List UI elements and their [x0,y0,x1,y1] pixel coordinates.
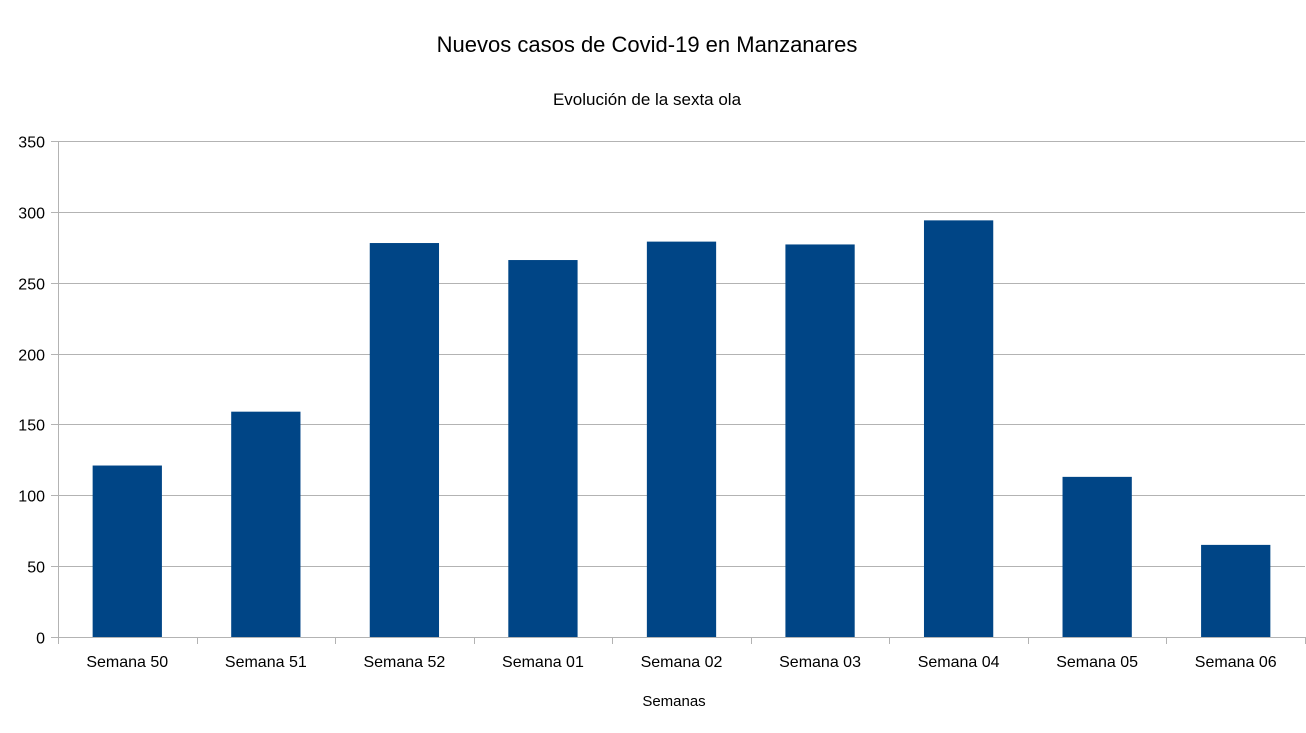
y-tick-label: 0 [36,631,45,648]
bar [646,241,717,638]
bars [92,220,1271,638]
y-tick-label: 100 [18,489,45,506]
bar [92,465,162,637]
x-tick-label: Semana 50 [86,654,168,671]
y-tick-label: 150 [18,418,45,435]
bar [785,244,855,638]
y-tick-label: 350 [18,135,45,152]
bar [231,411,301,637]
y-tick-label: 250 [18,277,45,294]
bar [369,243,440,637]
x-tick-label: Semana 01 [502,654,584,671]
x-tick-label: Semana 52 [363,654,445,671]
x-tick-label: Semana 02 [641,654,723,671]
x-axis-ticks: Semana 50 Semana 51 Semana 52 Semana 01 Sema… [58,637,1306,671]
chart-title: Nuevos casos de Covid-19 en Manzanares [437,32,858,57]
x-axis-title: Semanas [642,693,705,710]
y-tick-label: 300 [18,206,45,223]
y-tick-label: 50 [27,560,45,577]
bar [923,220,994,638]
bar [1062,476,1132,637]
axes [58,141,1305,638]
x-tick-label: Semana 03 [779,654,861,671]
bar [1201,544,1271,637]
x-tick-label: Semana 05 [1056,654,1138,671]
y-tick-label: 200 [18,348,45,365]
x-tick-label: Semana 04 [918,654,1000,671]
x-tick-label: Semana 06 [1195,654,1277,671]
bar [508,260,578,637]
chart-subtitle: Evolución de la sexta ola [553,90,742,109]
y-axis-ticks: 0 50 100 150 200 250 300 350 [18,135,58,648]
x-tick-label: Semana 51 [225,654,307,671]
